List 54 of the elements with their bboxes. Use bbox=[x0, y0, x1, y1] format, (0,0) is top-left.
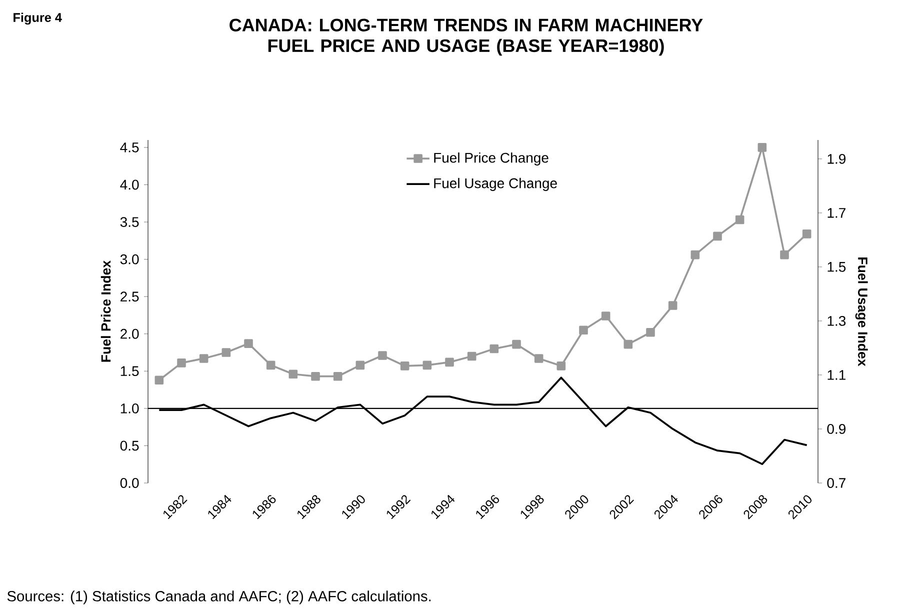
y-tick-label: 4.0 bbox=[120, 180, 139, 190]
y2-tick-label: 1.3 bbox=[828, 316, 846, 326]
point bbox=[512, 340, 521, 349]
legend-label: Fuel Usage Change bbox=[434, 178, 557, 191]
y-tick-label: 1.0 bbox=[120, 403, 139, 414]
y2-tick-label: 1.9 bbox=[828, 154, 846, 164]
y-tick-label: 3.0 bbox=[120, 254, 139, 264]
chart-title: CANADA: LONG-TERM TRENDS IN FARM MACHINERY FUEL PRICE AND USAGE (BASE YEAR=1980) bbox=[230, 18, 703, 56]
y-tick-label: 2.0 bbox=[120, 328, 139, 339]
point bbox=[735, 215, 744, 224]
y2-tick-label: 1.5 bbox=[828, 262, 846, 272]
point bbox=[490, 344, 499, 354]
point bbox=[646, 328, 655, 337]
y2-axis-title: Fuel Usage Index bbox=[855, 258, 868, 366]
y2-tick-label: 0.9 bbox=[827, 424, 846, 434]
source-note: Sources: (1) Statistics Canada and AAFC; (2) AAFC calculations. bbox=[7, 590, 431, 604]
point bbox=[378, 351, 387, 360]
y2-tick-label: 1.7 bbox=[828, 208, 846, 218]
point bbox=[311, 372, 320, 381]
point bbox=[333, 372, 342, 381]
y2-tick-label: 1.1 bbox=[828, 370, 846, 380]
y-tick-label: 2.5 bbox=[120, 292, 139, 302]
point bbox=[356, 360, 365, 370]
point bbox=[422, 360, 432, 370]
point bbox=[400, 362, 410, 370]
point bbox=[713, 232, 722, 241]
point bbox=[288, 370, 298, 379]
y-tick-label: 1.5 bbox=[120, 366, 139, 376]
point bbox=[445, 358, 454, 367]
y-tick-label: 0.0 bbox=[120, 478, 139, 488]
point bbox=[467, 352, 476, 361]
point bbox=[758, 143, 767, 152]
point bbox=[556, 362, 566, 370]
point bbox=[534, 354, 544, 363]
point bbox=[199, 354, 208, 363]
caption: Figure 4 bbox=[14, 12, 62, 25]
point bbox=[802, 230, 812, 238]
y2-tick-label: 0.7 bbox=[827, 478, 846, 488]
point bbox=[668, 301, 678, 310]
point bbox=[244, 339, 253, 348]
point bbox=[579, 326, 588, 335]
point bbox=[266, 360, 276, 370]
point bbox=[222, 348, 231, 357]
y-tick-label: 3.5 bbox=[120, 217, 139, 227]
point bbox=[177, 358, 186, 368]
point bbox=[690, 250, 700, 260]
legend-label: Fuel Price Change bbox=[434, 152, 548, 166]
y-tick-label: 0.5 bbox=[120, 440, 139, 451]
point bbox=[624, 340, 633, 349]
point bbox=[154, 376, 164, 384]
point bbox=[601, 312, 610, 320]
y-axis-title: Fuel Price Index bbox=[100, 260, 111, 362]
point bbox=[780, 250, 789, 260]
y-tick-label: 4.5 bbox=[120, 142, 139, 152]
